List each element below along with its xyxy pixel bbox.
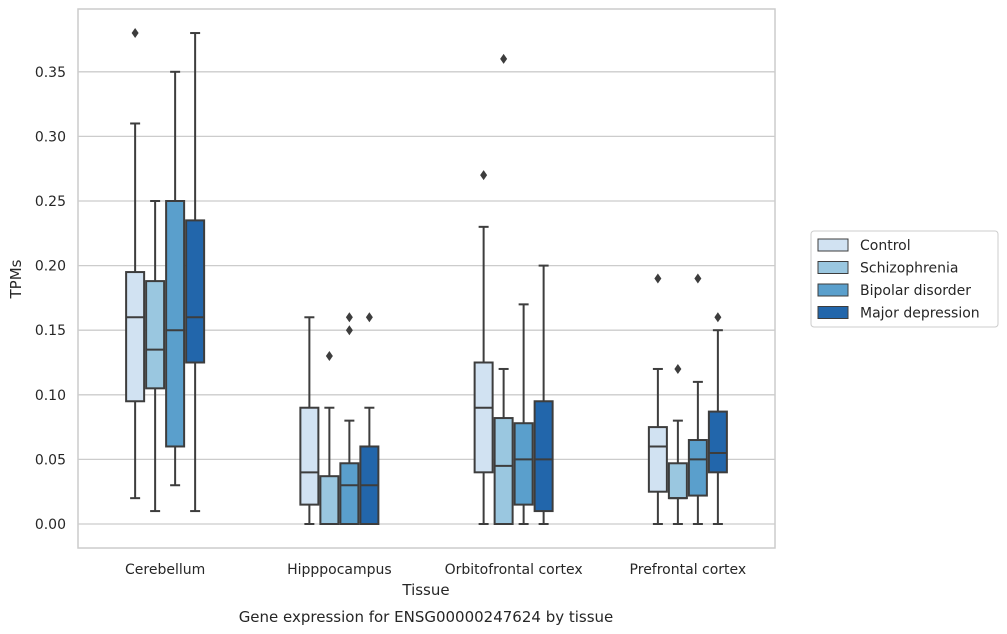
box-control — [473, 170, 494, 525]
y-axis-ticks: 0.00 0.05 0.10 0.15 0.20 0.25 0.30 0.35 — [35, 65, 66, 533]
box-body — [125, 271, 146, 403]
outlier-point — [500, 53, 508, 64]
outlier-point — [480, 170, 488, 181]
box-body — [299, 406, 320, 506]
outlier-point — [345, 312, 353, 323]
x-tick-label: Cerebellum — [125, 562, 205, 578]
legend-entry: Bipolar disorder — [860, 283, 971, 299]
legend-frame — [810, 230, 999, 328]
box-body — [667, 462, 688, 500]
box-major-depression — [707, 312, 728, 525]
y-tick-label: 0.05 — [35, 452, 66, 468]
box-major-depression — [533, 264, 554, 525]
box-plot-series — [125, 28, 728, 526]
box-body — [339, 462, 360, 525]
y-tick-label: 0.35 — [35, 65, 66, 81]
chart-caption: Gene expression for ENSG00000247624 by t… — [239, 608, 614, 626]
y-tick-label: 0.20 — [35, 259, 66, 275]
box-body — [707, 410, 728, 474]
outlier-point — [131, 28, 139, 39]
legend-swatch — [817, 283, 849, 297]
y-tick-label: 0.00 — [35, 517, 66, 533]
plot-area-frame — [77, 8, 776, 549]
legend-swatch — [817, 238, 849, 252]
box-body — [687, 439, 708, 497]
outlier-point — [654, 273, 662, 284]
x-tick-label: Hipppocampus — [287, 562, 392, 578]
outlier-point — [674, 363, 682, 374]
legend: Control Schizophrenia Bipolar disorder Majo… — [810, 230, 999, 328]
box-body — [513, 422, 534, 506]
outlier-point — [325, 351, 333, 362]
legend-entry: Schizophrenia — [860, 261, 958, 277]
outlier-point — [365, 312, 373, 323]
box-body — [473, 361, 494, 474]
box-body — [185, 219, 206, 364]
legend-entry: Major depression — [860, 306, 980, 322]
legend-entry: Control — [860, 238, 911, 254]
outlier-point — [345, 325, 353, 336]
box-bipolar-disorder — [165, 70, 186, 487]
box-major-depression — [185, 32, 206, 513]
box-major-depression — [359, 312, 380, 526]
box-bipolar-disorder — [687, 273, 708, 525]
x-tick-label: Prefrontal cortex — [630, 562, 747, 578]
box-body — [319, 475, 340, 526]
x-tick-label: Orbitofrontal cortex — [445, 562, 583, 578]
y-tick-label: 0.30 — [35, 129, 66, 145]
box-control — [125, 28, 146, 500]
box-bipolar-disorder — [513, 303, 534, 525]
legend-swatch — [817, 306, 849, 319]
box-schizophrenia — [319, 351, 340, 526]
box-body — [493, 417, 514, 525]
legend-swatch — [817, 261, 849, 274]
x-axis-title: Tissue — [401, 581, 449, 599]
box-body — [165, 200, 186, 448]
outlier-point — [714, 312, 722, 323]
box-bipolar-disorder — [339, 312, 360, 525]
box-control — [647, 273, 668, 525]
outlier-point — [694, 273, 702, 284]
y-tick-label: 0.25 — [35, 194, 66, 210]
y-tick-label: 0.10 — [35, 388, 66, 404]
y-axis-title: TPMs — [7, 259, 25, 299]
box-schizophrenia — [667, 363, 688, 525]
box-body — [145, 280, 166, 390]
y-tick-label: 0.15 — [35, 323, 66, 339]
x-axis-ticks: Cerebellum Hipppocampus Orbitofrontal cort… — [125, 562, 746, 578]
box-schizophrenia — [493, 53, 514, 525]
box-schizophrenia — [145, 200, 166, 513]
box-body — [647, 426, 668, 493]
box-control — [299, 316, 320, 525]
box-body — [533, 400, 554, 513]
